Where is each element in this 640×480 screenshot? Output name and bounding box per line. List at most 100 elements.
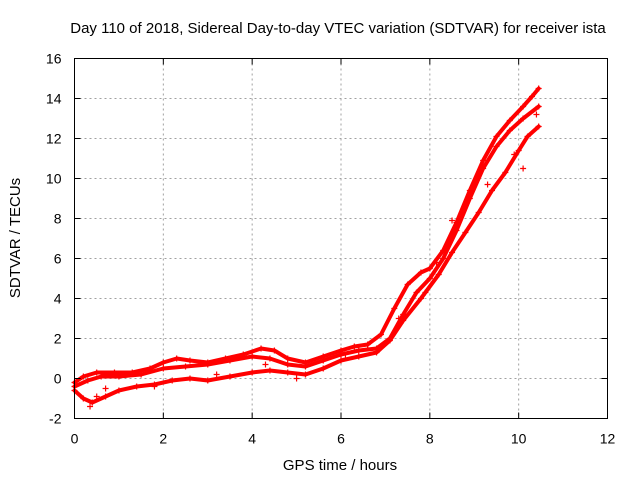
y-tick-label: 14 — [46, 91, 62, 107]
data-point — [186, 357, 193, 364]
data-point — [528, 93, 535, 100]
data-point — [98, 373, 105, 380]
data-point — [226, 373, 233, 380]
data-point — [433, 259, 440, 266]
series-line — [72, 104, 541, 389]
data-point — [462, 229, 469, 236]
data-point — [266, 367, 273, 374]
data-point — [89, 399, 96, 406]
data-point — [249, 353, 256, 360]
data-point — [338, 351, 344, 358]
data-point — [338, 357, 344, 364]
data-point — [262, 361, 269, 368]
data-point — [138, 371, 145, 378]
data-point — [204, 377, 211, 384]
data-point — [489, 187, 496, 194]
data-point — [395, 315, 402, 322]
data-point — [535, 123, 542, 130]
data-point — [284, 355, 291, 362]
data-point — [204, 361, 211, 368]
data-point — [506, 117, 513, 124]
data-point — [520, 103, 527, 110]
y-tick-label: 16 — [46, 51, 62, 67]
data-point — [535, 85, 542, 92]
data-point — [480, 157, 487, 164]
data-point — [84, 377, 91, 384]
data-point — [249, 369, 256, 376]
data-point — [520, 165, 527, 172]
data-point — [87, 403, 94, 410]
data-point — [115, 387, 122, 394]
data-point — [386, 337, 393, 344]
data-point — [535, 103, 542, 110]
data-point — [93, 369, 100, 376]
data-series — [71, 85, 542, 410]
series-middle-band — [71, 103, 542, 390]
data-point — [404, 281, 411, 288]
data-point — [400, 317, 407, 324]
data-point — [266, 355, 273, 362]
data-point — [80, 373, 87, 380]
data-point — [302, 371, 309, 378]
data-point — [449, 217, 456, 224]
data-point — [373, 349, 380, 356]
data-point — [151, 383, 158, 390]
chart-title: Day 110 of 2018, Sidereal Day-to-day VTE… — [70, 20, 606, 37]
data-point — [160, 365, 167, 372]
data-point — [364, 345, 371, 352]
y-tick-label: 8 — [54, 211, 62, 227]
data-point — [133, 383, 140, 390]
data-point — [284, 361, 291, 368]
data-point — [520, 115, 527, 122]
data-point — [475, 209, 482, 216]
data-point — [80, 395, 87, 402]
x-tick-labels: 0 2 4 6 8 10 12 — [71, 431, 616, 447]
data-point — [169, 377, 176, 384]
data-point — [284, 369, 291, 376]
series-scatter-outliers — [87, 111, 540, 410]
data-point — [426, 265, 433, 272]
series-upper-band — [71, 85, 542, 386]
y-tick-labels: -2 0 2 4 6 8 10 12 14 16 — [46, 51, 62, 427]
grid-lines — [74, 58, 608, 419]
data-point — [160, 359, 167, 366]
data-point — [426, 275, 433, 282]
data-point — [342, 355, 349, 362]
data-point — [355, 347, 362, 354]
data-point — [355, 353, 362, 360]
data-point — [93, 393, 100, 400]
x-tick-label: 10 — [511, 431, 527, 447]
data-point — [422, 289, 429, 296]
data-point — [377, 331, 384, 338]
data-point — [173, 355, 180, 362]
data-point — [293, 375, 300, 382]
data-point — [213, 371, 220, 378]
data-point — [413, 289, 420, 296]
data-point — [226, 357, 233, 364]
data-point — [417, 295, 424, 302]
x-tick-label: 4 — [248, 431, 256, 447]
data-point — [453, 227, 460, 234]
x-axis-label: GPS time / hours — [283, 457, 397, 474]
data-point — [502, 169, 509, 176]
x-tick-label: 12 — [600, 431, 616, 447]
y-tick-label: 4 — [54, 291, 62, 307]
data-point — [511, 151, 518, 158]
y-tick-label: 0 — [54, 371, 62, 387]
data-point — [493, 133, 500, 140]
y-tick-label: 6 — [54, 251, 62, 267]
data-point — [102, 385, 109, 392]
data-point — [515, 147, 522, 154]
data-point — [484, 181, 491, 188]
data-point — [391, 305, 398, 312]
data-point — [417, 269, 424, 276]
data-point — [400, 311, 407, 318]
data-point — [258, 345, 265, 352]
axis-ticks — [74, 58, 608, 419]
data-point — [115, 373, 122, 380]
y-tick-label: 2 — [54, 331, 62, 347]
data-point — [524, 133, 531, 140]
data-point — [351, 343, 358, 350]
series-line — [72, 86, 541, 385]
